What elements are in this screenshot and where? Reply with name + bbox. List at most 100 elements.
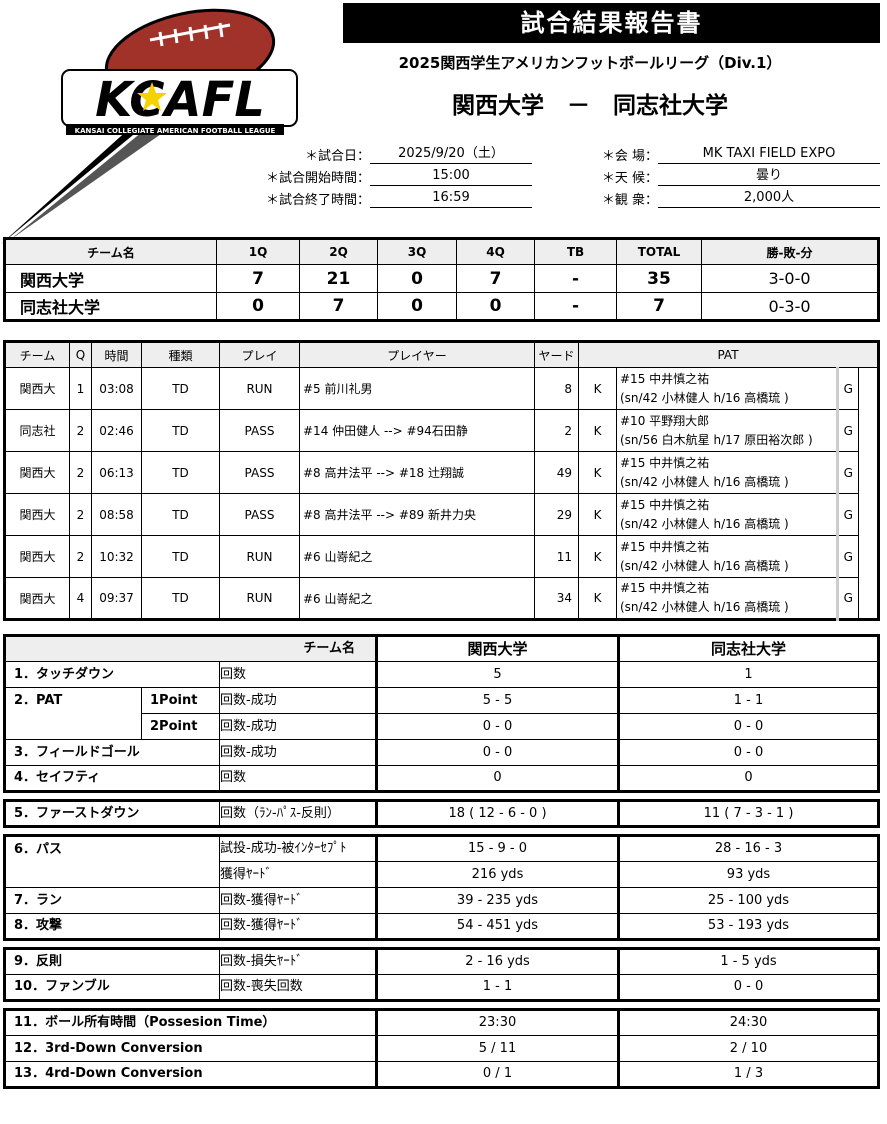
team1-value: 23:30 [375,1009,619,1036]
score-cell: - [534,292,617,321]
info-label: ＊試合開始時間： [265,170,370,186]
pat-type: K [578,493,617,536]
play-quarter: 1 [69,367,92,410]
column-header: TB [534,238,617,265]
play-kind: RUN [219,367,300,410]
team-name: 関西大学 [4,264,217,293]
stats-row: 1．タッチダウン 回数 5 1 [4,661,879,688]
column-header: 2Q [299,238,378,265]
venue-value: MK TAXI FIELD EXPO [658,144,880,164]
score-cell: 35 [616,264,702,293]
logo-subtext: KANSAI COLLEGIATE AMERICAN FOOTBALL LEAG… [75,127,276,135]
stat-unit: 試投-成功-被ｲﾝﾀｰｾﾌﾟﾄ [219,835,378,862]
stats-row: 獲得ﾔｰﾄﾞ 216 yds 93 yds [5,861,879,888]
team1-value: 0 - 0 [375,739,619,766]
team1-value: 39 - 235 yds [375,887,620,914]
team2-value: 28 - 16 - 3 [617,835,879,862]
play-yards: 29 [534,493,579,536]
stat-label: 12．3rd-Down Conversion [4,1035,377,1062]
play-quarter: 2 [69,535,92,578]
column-header: プレイ [219,341,300,368]
stat-label: 1．タッチダウン [4,661,220,688]
play-row: 関西大 4 09:37 TD RUN #6 山嵜紀之 34 K #15 中井慎之祐 (sn/42 … [4,577,879,620]
team2-value: 0 - 0 [617,974,879,1001]
play-player: #14 仲田健人 --> #94石田静 [299,409,535,452]
stat-label: 10．ファンブル [3,974,221,1001]
stat-unit: 回数-損失ﾔｰﾄﾞ [219,948,378,975]
play-row: 関西大 2 08:58 TD PASS #8 高井法平 --> #89 新井力央 29 K #1… [4,493,879,536]
column-header: 1Q [216,238,300,265]
play-kind: PASS [219,493,300,536]
attendance-value: 2,000人 [658,188,880,208]
team1-header: 関西大学 [375,635,619,662]
play-kind: RUN [219,577,300,620]
play-quarter: 2 [69,451,92,494]
pat-kicker: #15 中井慎之祐 [620,539,710,554]
play-time: 09:37 [91,577,142,620]
team1-value: 1 - 1 [375,974,620,1001]
stat-sub: 2Point [141,713,220,740]
pat-snap-hold: (sn/42 小林健人 h/16 高橋琉 ) [620,516,789,531]
info-label: ＊試合終了時間： [265,192,370,208]
team1-value: 216 yds [375,861,620,888]
stat-label: 8．攻撃 [3,913,221,940]
stat-unit: 回数 [219,765,377,792]
stats-table: 9．反則 回数-損失ﾔｰﾄﾞ 2 - 16 yds 1 - 5 yds 10．ファンブル… [3,947,880,1002]
pat-snap-hold: (sn/42 小林健人 h/16 高橋琉 ) [620,390,789,405]
play-team: 同志社 [4,409,70,452]
score-cell: 21 [299,264,378,293]
start-time-value: 15:00 [370,166,532,186]
team1-value: 5 [375,661,619,688]
info-label: ＊観 衆： [601,192,658,208]
scoring-plays-table: チーム Q 時間 種類 プレイ プレイヤー ヤード PAT 関西大 1 03:08 TD RUN #5 … [3,340,880,621]
stats-table: 5．ファーストダウン 回数（ﾗﾝ-ﾊﾟｽ-反則） 18 ( 12 - 6 - 0 )… [3,799,880,828]
play-team: 関西大 [4,451,70,494]
team-stats: チーム名 関西大学 同志社大学 1．タッチダウン 回数 5 1 2．PAT 1Point 回数-成… [3,634,880,1095]
stat-label: 13．4rd-Down Conversion [4,1061,377,1088]
pat-snap-hold: (sn/56 白木航星 h/17 原田裕次郎 ) [620,432,813,447]
pat-kicker: #15 中井慎之祐 [620,371,710,386]
play-quarter: 2 [69,493,92,536]
team2-value: 0 [617,765,879,792]
column-header: 3Q [377,238,457,265]
column-header: 種類 [141,341,220,368]
end-time-value: 16:59 [370,188,532,208]
info-label: ＊会 場： [601,148,658,164]
play-team: 関西大 [4,493,70,536]
pat-detail: #15 中井慎之祐 (sn/42 小林健人 h/16 高橋琉 ) [616,535,839,578]
team2-value: 1 [617,661,879,688]
play-player: #8 高井法平 --> #89 新井力央 [299,493,535,536]
score-row: 同志社大学 0 7 0 0-7 0-3-0 [4,292,879,321]
play-type: TD [141,409,220,452]
score-cell: - [534,264,617,293]
column-header: TOTAL [616,238,702,265]
info-label: ＊天 候： [601,170,658,186]
stats-row: 6．パス 試投-成功-被ｲﾝﾀｰｾﾌﾟﾄ 15 - 9 - 0 28 - 16 - 3 [3,835,879,888]
weather-value: 曇り [658,166,880,186]
stat-label: 9．反則 [3,948,221,975]
stats-row: 11．ボール所有時間（Possesion Time） 23:30 24:30 [4,1009,879,1036]
pat-result: G [837,535,859,578]
stat-label: 4．セイフティ [4,765,220,792]
team-label-header: チーム名 [4,635,377,662]
stats-row: 7．ラン 回数-獲得ﾔｰﾄﾞ 39 - 235 yds 25 - 100 yds [3,887,879,914]
league-name: 2025関西学生アメリカンフットボールリーグ（Div.1） [398,54,782,72]
play-time: 03:08 [91,367,142,410]
pat-type: K [578,367,617,410]
score-header-row: チーム名 1Q 2Q 3Q 4Q TB TOTAL 勝-敗-分 [4,238,879,265]
column-header: 時間 [91,341,142,368]
stat-label: 5．ファーストダウン [4,800,220,827]
team2-value: 1 / 3 [617,1061,879,1088]
column-header: 4Q [456,238,535,265]
pat-detail: #15 中井慎之祐 (sn/42 小林健人 h/16 高橋琉 ) [616,493,839,536]
stat-unit: 回数-獲得ﾔｰﾄﾞ [219,913,378,940]
play-time: 02:46 [91,409,142,452]
team2-value: 1 - 5 yds [617,948,879,975]
pat-result: G [837,367,859,410]
stat-label: 2．PAT [4,687,142,740]
play-type: TD [141,493,220,536]
team2-value: 93 yds [617,861,879,888]
